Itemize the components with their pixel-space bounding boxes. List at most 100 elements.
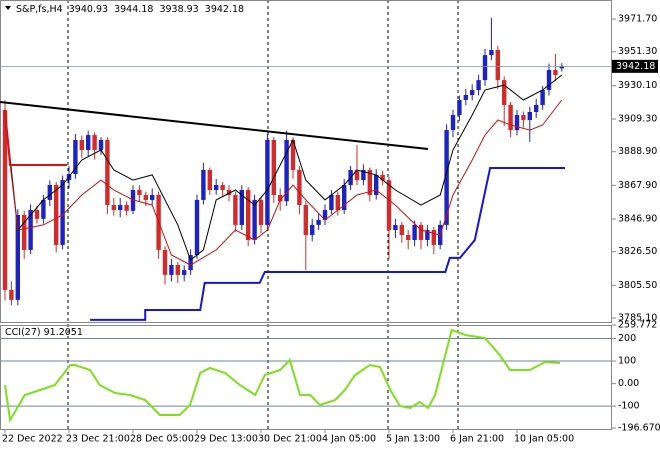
candle-body: [162, 249, 168, 275]
candle-body: [86, 135, 91, 150]
indicator-line: [4, 110, 68, 166]
candle-body: [386, 180, 392, 231]
candle-body: [47, 185, 52, 200]
header-value: 3944.18: [114, 4, 153, 15]
indicator-line: [4, 99, 563, 266]
candle-body: [553, 70, 558, 75]
candle-body: [220, 185, 225, 190]
cci-header: CCI(27) 91.2051: [5, 327, 83, 338]
candle-body: [92, 135, 97, 150]
y-tick-label: -196.6702: [618, 423, 660, 434]
candle-body: [310, 224, 315, 236]
candle-body: [470, 90, 475, 95]
candle-body: [73, 140, 78, 174]
candle-body: [60, 180, 65, 245]
candle-body: [111, 205, 116, 211]
chart-header: S&P,fs,H4 3940.93 3944.18 3938.93 3942.1…: [16, 4, 244, 15]
candle-body: [527, 111, 532, 120]
candle-body: [41, 199, 46, 219]
candle-body: [278, 194, 283, 202]
cci-panel: [0, 325, 612, 430]
candle-body: [502, 80, 507, 105]
candle-body: [233, 194, 238, 225]
candle-body: [182, 270, 187, 275]
candle-body: [246, 189, 251, 240]
candle-body: [374, 174, 379, 195]
candle-body: [194, 199, 200, 256]
candle-body: [201, 169, 206, 200]
x-tick-label: 4 Jan 05:00: [322, 434, 376, 445]
candle-body: [425, 230, 430, 240]
x-tick-label: 28 Dec 05:00: [130, 434, 194, 445]
candle-body: [393, 224, 398, 231]
candle-body: [124, 205, 129, 211]
header-value: S&P,fs,H4: [16, 4, 63, 15]
header-value: 3942.18: [205, 4, 244, 15]
y-tick-label: 3785.10: [618, 312, 657, 323]
candle-body: [342, 185, 347, 211]
candle-body: [412, 224, 417, 240]
candle-body: [546, 70, 552, 91]
candle-body: [444, 130, 449, 225]
y-tick-label: 100: [618, 356, 636, 367]
candle-body: [476, 80, 481, 91]
candle-body: [482, 55, 488, 81]
x-tick-label: 22 Dec 2022: [2, 434, 63, 445]
indicator-line: [0, 101, 429, 150]
x-tick-label: 23 Dec 21:00: [66, 434, 130, 445]
candle-body: [175, 264, 180, 275]
main-panel: [0, 0, 612, 323]
candle-body: [297, 169, 302, 206]
candle-body: [54, 185, 59, 245]
candle-body: [354, 169, 360, 181]
x-tick-label: 29 Dec 13:00: [194, 434, 258, 445]
candle-body: [418, 224, 424, 240]
candle-body: [559, 66, 564, 69]
candle-body: [540, 90, 545, 105]
candle-body: [34, 210, 40, 219]
indicator-line: [90, 167, 565, 321]
x-tick-label: 5 Jan 13:00: [386, 434, 440, 445]
candle-body: [252, 199, 257, 240]
candle-body: [2, 110, 8, 290]
cci-value: 91.2051: [44, 327, 83, 338]
y-tick-label: 3826.50: [618, 246, 657, 257]
candle-body: [290, 140, 296, 170]
candle-body: [150, 194, 155, 200]
candle-body: [361, 169, 366, 181]
candle-body: [316, 219, 321, 225]
candle-body: [98, 140, 104, 150]
candle-body: [431, 230, 436, 245]
candle-body: [79, 140, 84, 150]
cci-line: [4, 328, 560, 423]
y-tick-label: 200: [618, 333, 636, 344]
candle-body: [214, 185, 219, 190]
candle-body: [284, 140, 289, 202]
price-tag: [612, 59, 658, 73]
candle-body: [329, 194, 334, 211]
y-tick-label: 259.772: [618, 320, 657, 331]
y-tick-label: -100: [618, 401, 640, 412]
candle-body: [239, 189, 244, 225]
y-tick-label: 3951.30: [618, 46, 657, 57]
candle-body: [399, 224, 404, 236]
candle-body: [514, 115, 520, 131]
y-tick-label: 3930.10: [618, 80, 657, 91]
candle-body: [508, 104, 513, 131]
candle-body: [22, 214, 27, 250]
candle-body: [9, 289, 14, 300]
candle-body: [207, 169, 212, 190]
header-value: 3940.93: [69, 4, 108, 15]
candle-body: [258, 199, 264, 225]
candle-body: [15, 214, 20, 300]
header-value: 3938.93: [159, 4, 198, 15]
price-tag-label: 3942.18: [616, 61, 655, 72]
candle-body: [265, 140, 270, 225]
indicator-line: [4, 74, 563, 261]
candle-body: [226, 189, 232, 195]
candle-body: [137, 189, 142, 195]
x-tick-label: 6 Jan 21:00: [450, 434, 504, 445]
candle-body: [271, 140, 276, 195]
candle-body: [450, 115, 456, 131]
